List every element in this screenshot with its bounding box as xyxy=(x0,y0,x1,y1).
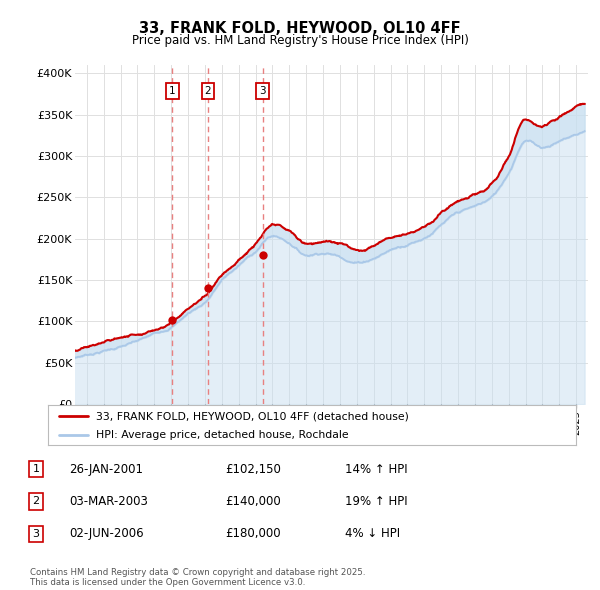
Text: 33, FRANK FOLD, HEYWOOD, OL10 4FF (detached house): 33, FRANK FOLD, HEYWOOD, OL10 4FF (detac… xyxy=(95,411,409,421)
Text: Price paid vs. HM Land Registry's House Price Index (HPI): Price paid vs. HM Land Registry's House … xyxy=(131,34,469,47)
Text: 19% ↑ HPI: 19% ↑ HPI xyxy=(345,495,407,508)
Text: 33, FRANK FOLD, HEYWOOD, OL10 4FF: 33, FRANK FOLD, HEYWOOD, OL10 4FF xyxy=(139,21,461,35)
Text: 2: 2 xyxy=(32,497,40,506)
Text: 02-JUN-2006: 02-JUN-2006 xyxy=(69,527,143,540)
Text: 03-MAR-2003: 03-MAR-2003 xyxy=(69,495,148,508)
Text: 1: 1 xyxy=(169,86,176,96)
Text: £140,000: £140,000 xyxy=(225,495,281,508)
Text: 26-JAN-2001: 26-JAN-2001 xyxy=(69,463,143,476)
Text: 14% ↑ HPI: 14% ↑ HPI xyxy=(345,463,407,476)
Text: £180,000: £180,000 xyxy=(225,527,281,540)
Text: 1: 1 xyxy=(32,464,40,474)
Text: 3: 3 xyxy=(32,529,40,539)
Text: 3: 3 xyxy=(259,86,266,96)
Text: Contains HM Land Registry data © Crown copyright and database right 2025.
This d: Contains HM Land Registry data © Crown c… xyxy=(30,568,365,587)
Text: HPI: Average price, detached house, Rochdale: HPI: Average price, detached house, Roch… xyxy=(95,430,348,440)
Text: £102,150: £102,150 xyxy=(225,463,281,476)
Text: 2: 2 xyxy=(205,86,211,96)
Text: 4% ↓ HPI: 4% ↓ HPI xyxy=(345,527,400,540)
